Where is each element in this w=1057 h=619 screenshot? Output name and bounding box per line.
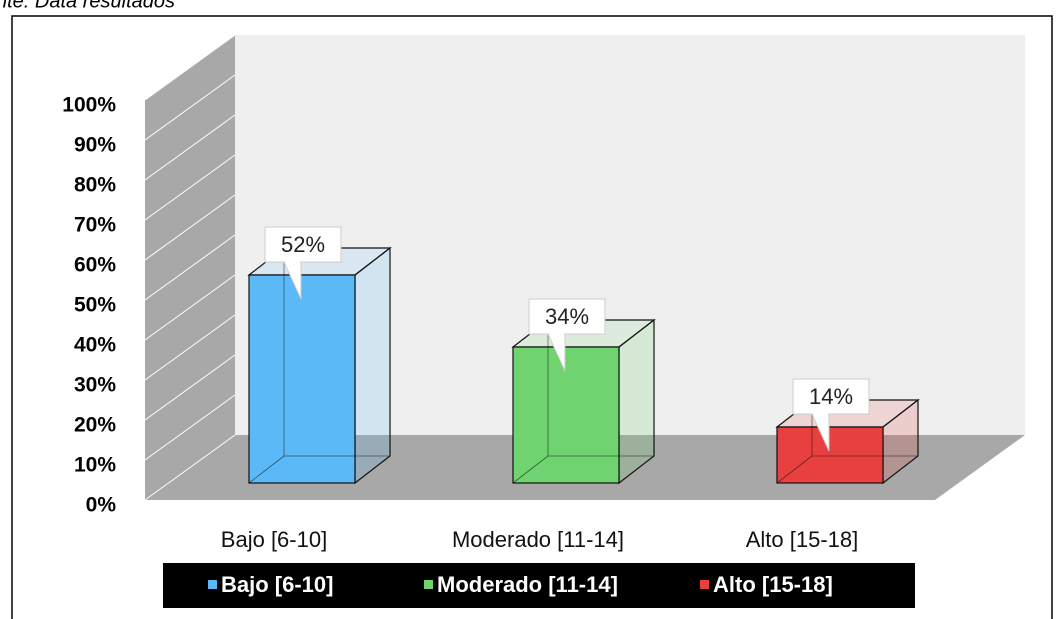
legend-label: Bajo [6-10] [221, 572, 333, 597]
y-tick-label: 100% [62, 94, 116, 117]
y-tick-label: 20% [74, 414, 116, 437]
y-tick-label: 90% [74, 134, 116, 157]
legend-label: Alto [15-18] [713, 572, 833, 597]
callout-pointer-fill [812, 411, 828, 447]
grid-line [144, 434, 236, 501]
data-label: 14% [809, 384, 853, 409]
legend-label: Moderado [11-14] [437, 572, 618, 597]
back-wall [235, 35, 1025, 435]
data-label: 52% [281, 232, 325, 257]
callout-pointer-fill [284, 259, 300, 295]
x-tick-label: Bajo [6-10] [221, 527, 327, 552]
grid-line [144, 34, 236, 101]
grid-line [144, 234, 236, 301]
legend [163, 563, 915, 608]
grid-line [144, 74, 236, 141]
legend-swatch [208, 580, 217, 589]
y-tick-label: 50% [74, 294, 116, 317]
bar [511, 318, 656, 485]
y-tick-label: 80% [74, 174, 116, 197]
legend-swatch [424, 580, 433, 589]
x-tick-label: Alto [15-18] [746, 527, 859, 552]
grid-line [144, 274, 236, 341]
bar-front [512, 346, 620, 484]
source-note: nte: Data resultados [0, 0, 175, 12]
bar-front [776, 426, 884, 484]
grid-line [144, 114, 236, 181]
callout-box [264, 226, 342, 263]
legend-swatch [700, 580, 709, 589]
y-tick-label: 70% [74, 214, 116, 237]
y-tick-label: 0% [86, 494, 117, 517]
grid-line [144, 394, 236, 461]
grid-line [144, 354, 236, 421]
y-tick-label: 60% [74, 254, 116, 277]
bar-side [618, 318, 655, 485]
callout-box [792, 378, 870, 415]
callout-box [528, 298, 606, 335]
bar [247, 246, 392, 485]
bar-side [354, 246, 391, 485]
grid-line [144, 314, 236, 381]
bar-front [248, 274, 356, 484]
data-label: 34% [545, 304, 589, 329]
callout-pointer-fill [548, 331, 564, 367]
y-tick-label: 30% [74, 374, 116, 397]
x-tick-label: Moderado [11-14] [452, 527, 624, 552]
grid-line [144, 194, 236, 261]
grid-line [144, 154, 236, 221]
y-tick-label: 10% [74, 454, 116, 477]
y-tick-label: 40% [74, 334, 116, 357]
